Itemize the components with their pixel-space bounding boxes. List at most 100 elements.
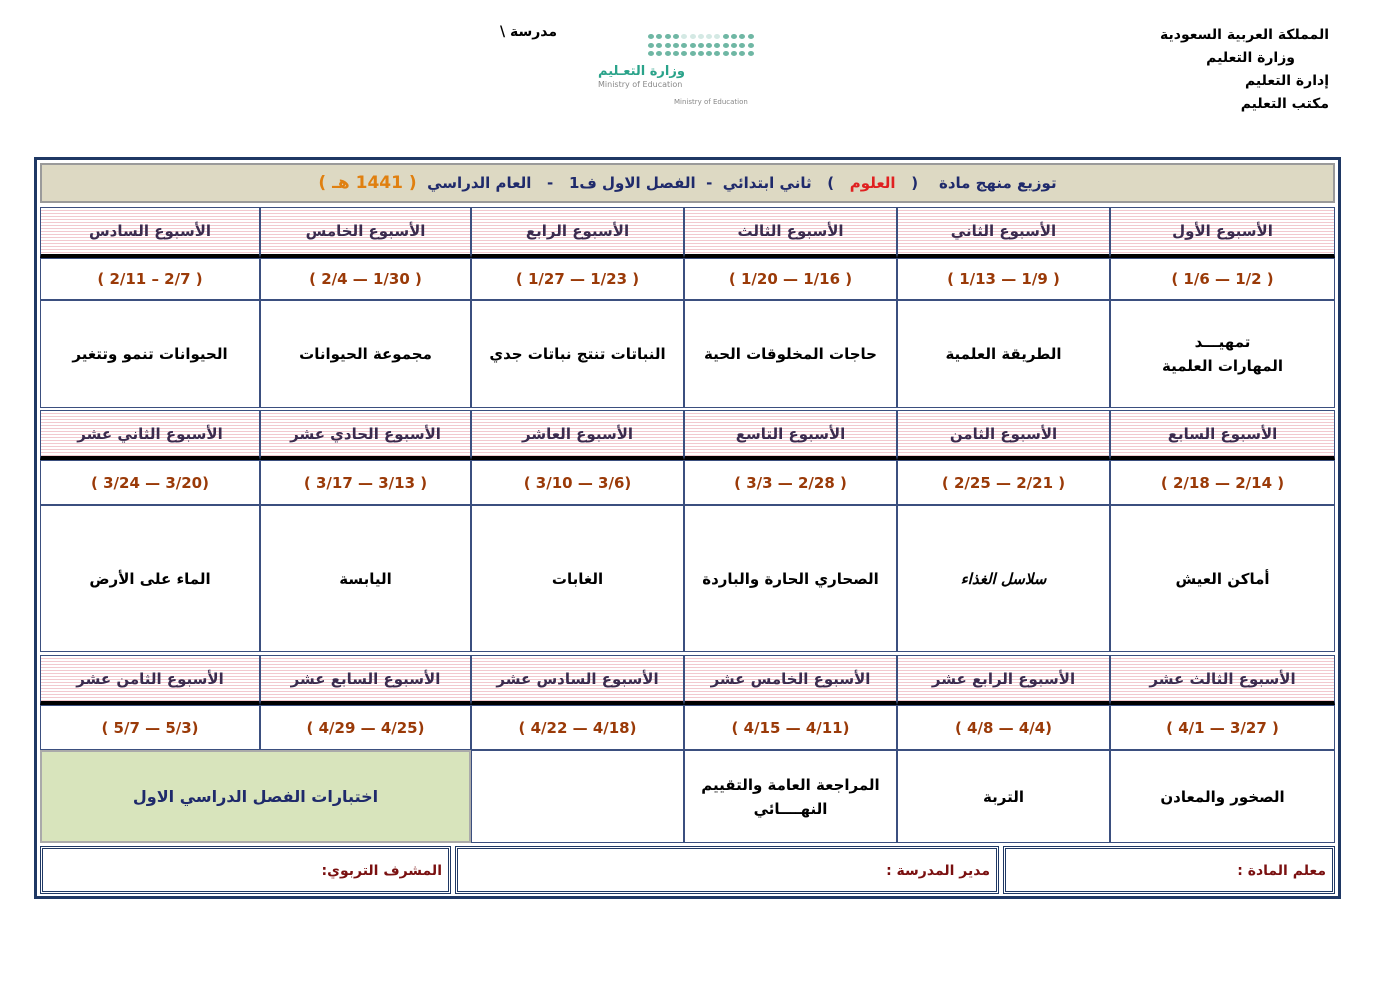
week-topic: المراجعة العامة والتقييم النهــــائي <box>684 750 897 843</box>
week-dates: ( 3/17 — 3/13 ) <box>260 460 471 505</box>
week-header: الأسبوع الرابع عشر <box>897 655 1110 705</box>
week-header-text: الأسبوع السابع <box>1167 424 1278 443</box>
week-header-text: الأسبوع الثالث عشر <box>1149 669 1296 688</box>
school-name: مدرسة \ <box>500 24 558 40</box>
week-dates-text: ( 4/29 — 4/25) <box>306 718 425 737</box>
week-header: الأسبوع السابع <box>1110 410 1335 460</box>
week-topic: سلاسل الغذاء <box>897 505 1110 652</box>
week-topic: الصخور والمعادن <box>1110 750 1335 843</box>
week-topic: اليابسة <box>260 505 471 652</box>
week-topic: مجموعة الحيوانات <box>260 300 471 408</box>
week-topic: التربة <box>897 750 1110 843</box>
week-topic-text: سلاسل الغذاء <box>960 569 1047 588</box>
kingdom-line: المملكة العربية السعودية <box>1160 27 1329 43</box>
week-topic-text: التربة <box>983 787 1024 806</box>
week-header: الأسبوع الخامس عشر <box>684 655 897 705</box>
logo-arabic: وزارة التعـليم <box>598 64 685 79</box>
week-dates-text: ( 5/7 — 5/3) <box>101 718 199 737</box>
week-topic: أماكن العيش <box>1110 505 1335 652</box>
week-dates: ( 1/20 — 1/16 ) <box>684 258 897 300</box>
plan-frame <box>34 157 1341 899</box>
week-dates: ( 4/22 — 4/18) <box>471 705 684 750</box>
week-dates-text: ( 4/1 — 3/27 ) <box>1166 718 1279 737</box>
week-header: الأسبوع التاسع <box>684 410 897 460</box>
footer-principal: مدير المدرسة : <box>455 846 999 894</box>
ministry-header: المملكة العربية السعودية وزارة التعليم إ… <box>1160 24 1329 116</box>
week-dates-text: ( 2/25 — 2/21 ) <box>941 473 1066 492</box>
week-dates: ( 2/18 — 2/14 ) <box>1110 460 1335 505</box>
week-header: الأسبوع الثامن عشر <box>40 655 260 705</box>
week-dates: ( 1/6 — 1/2 ) <box>1110 258 1335 300</box>
plan-title: توزيع منهج مادة ( العلوم ) ثاني ابتدائي … <box>40 163 1335 203</box>
teacher-label: معلم المادة : <box>1237 863 1326 879</box>
administration-line: إدارة التعليم <box>1244 73 1329 89</box>
week-topic: تمهيـــد المهارات العلمية <box>1110 300 1335 408</box>
week-header-text: الأسبوع السابع عشر <box>290 669 441 688</box>
title-paren: ) <box>827 174 835 192</box>
week-header-text: الأسبوع الخامس عشر <box>710 669 871 688</box>
week-topic-text: الغابات <box>551 569 604 588</box>
principal-label: مدير المدرسة : <box>886 863 990 879</box>
week-header-text: الأسبوع الخامس <box>305 222 426 240</box>
week-header: الأسبوع الثاني <box>897 207 1110 258</box>
week-dates-text: ( 1/27 — 1/23 ) <box>515 270 640 288</box>
week-dates-text: ( 2/18 — 2/14 ) <box>1160 473 1285 492</box>
week-header: الأسبوع الثالث عشر <box>1110 655 1335 705</box>
grade: ثاني ابتدائي <box>722 174 812 192</box>
week-header-text: الأسبوع العاشر <box>522 424 634 443</box>
term: الفصل الاول ف1 <box>568 174 696 192</box>
week-dates: ( 3/24 — 3/20) <box>40 460 260 505</box>
subject-name: العلوم <box>849 174 896 192</box>
week-topic-text: الصحاري الحارة والباردة <box>702 569 879 588</box>
week-header: الأسبوع السادس <box>40 207 260 258</box>
week-dates-text: ( 3/17 — 3/13 ) <box>303 473 428 492</box>
week-header-text: الأسبوع التاسع <box>735 424 846 443</box>
week-dates-text: ( 3/3 — 2/28 ) <box>734 473 847 492</box>
week-header: الأسبوع الثامن <box>897 410 1110 460</box>
week-dates: ( 2/4 — 1/30 ) <box>260 258 471 300</box>
week-header-text: الأسبوع الثامن عشر <box>76 669 224 688</box>
title-paren: ( <box>911 174 919 192</box>
week-dates-text: ( 2/11 – 2/7 ) <box>97 270 203 288</box>
week-dates: ( 1/27 — 1/23 ) <box>471 258 684 300</box>
week-header: الأسبوع الأول <box>1110 207 1335 258</box>
title-prefix: توزيع منهج مادة <box>938 174 1057 192</box>
week-header: الأسبوع الثالث <box>684 207 897 258</box>
week-dates: ( 3/10 — 3/6) <box>471 460 684 505</box>
week-dates: ( 2/11 – 2/7 ) <box>40 258 260 300</box>
week-topic: الصحاري الحارة والباردة <box>684 505 897 652</box>
ministry-line: وزارة التعليم <box>1206 50 1295 66</box>
week-dates-text: ( 1/13 — 1/9 ) <box>947 270 1060 288</box>
week-dates: ( 1/13 — 1/9 ) <box>897 258 1110 300</box>
week-header: الأسبوع الثاني عشر <box>40 410 260 460</box>
week-dates: ( 4/8 — 4/4) <box>897 705 1110 750</box>
week-header-text: الأسبوع الثاني عشر <box>77 424 223 443</box>
week-topic-text: اليابسة <box>339 569 392 588</box>
week-dates-text: ( 3/10 — 3/6) <box>523 473 632 492</box>
week-header-text: الأسبوع الثاني <box>950 222 1057 240</box>
week-dates-text: ( 3/24 — 3/20) <box>91 473 209 492</box>
week-topic-text: مجموعة الحيوانات <box>299 345 432 363</box>
week-topic-text: الطريقة العلمية <box>945 345 1062 363</box>
academic-year: ( 1441 هـ ) <box>318 173 417 193</box>
week-header-text: الأسبوع الرابع عشر <box>931 669 1076 688</box>
week-dates: ( 4/1 — 3/27 ) <box>1110 705 1335 750</box>
week-topic: النباتات تنتج نباتات جدي <box>471 300 684 408</box>
week-dates: ( 4/15 — 4/11) <box>684 705 897 750</box>
week-dates-text: ( 4/22 — 4/18) <box>518 718 637 737</box>
exam-period: اختبارات الفصل الدراسي الاول <box>40 750 471 843</box>
logo-english-small: Ministry of Education <box>674 98 748 106</box>
footer-teacher: معلم المادة : <box>1003 846 1335 894</box>
week-dates-text: ( 1/6 — 1/2 ) <box>1171 270 1274 288</box>
week-header: الأسبوع السابع عشر <box>260 655 471 705</box>
week-topic-text: النباتات تنتج نباتات جدي <box>489 345 666 363</box>
year-label: العام الدراسي <box>427 174 532 192</box>
week-header-text: الأسبوع الرابع <box>525 222 630 240</box>
week-topic: حاجات المخلوقات الحية <box>684 300 897 408</box>
week-header: الأسبوع الخامس <box>260 207 471 258</box>
week-topic-text: تمهيـــد المهارات العلمية <box>1161 333 1284 375</box>
week-header: الأسبوع الحادي عشر <box>260 410 471 460</box>
week-topic-text: الحيوانات تنمو وتتغير <box>72 345 228 363</box>
week-topic-text: الصخور والمعادن <box>1160 787 1285 806</box>
week-dates: ( 4/29 — 4/25) <box>260 705 471 750</box>
